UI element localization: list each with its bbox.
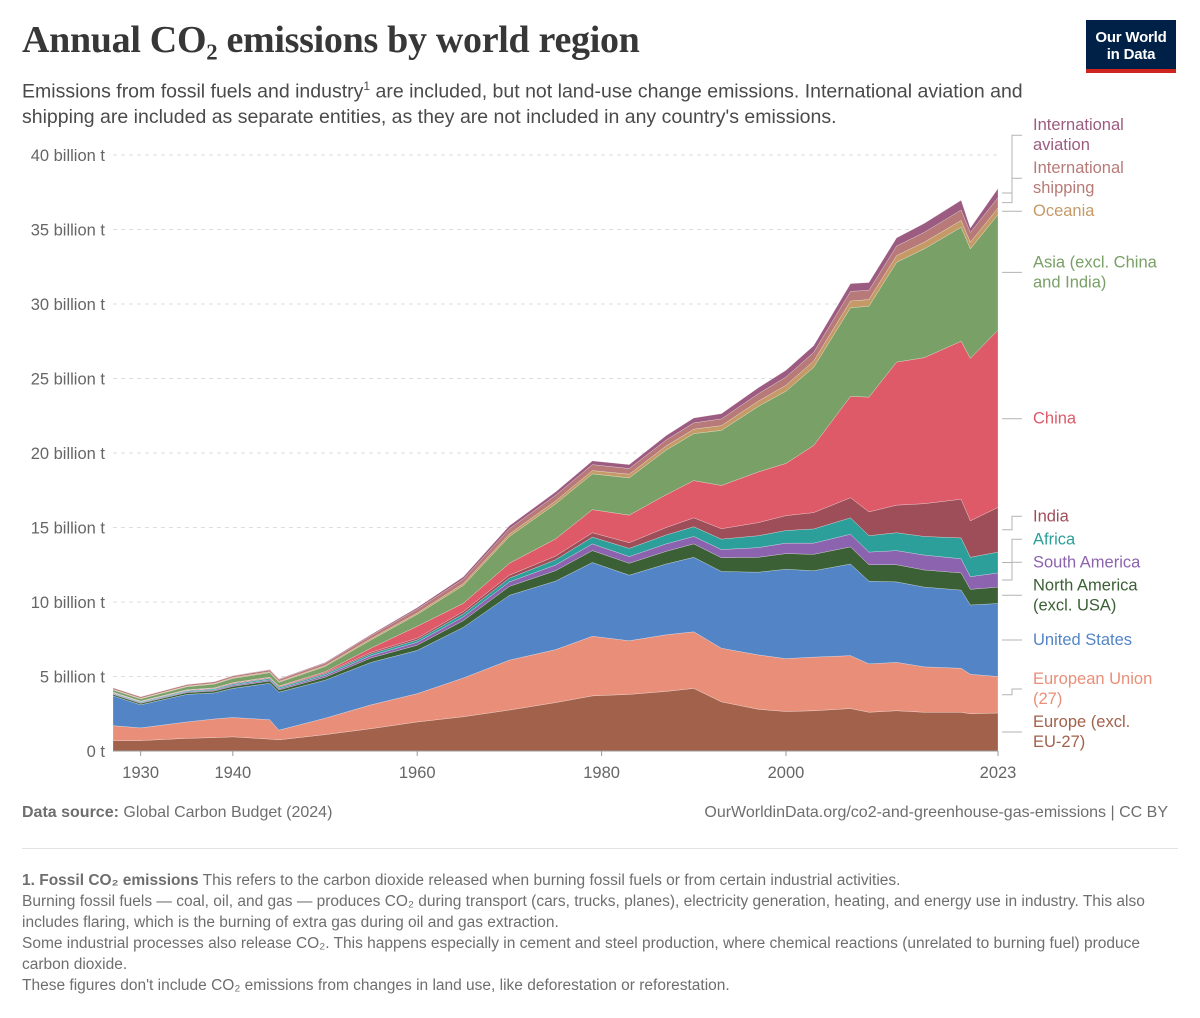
x-tick-label: 1960 — [399, 764, 436, 782]
footnotes: 1. Fossil CO₂ emissions This refers to t… — [22, 870, 1172, 996]
series-label-line: and India) — [1033, 273, 1106, 291]
series-label-line: Asia (excl. China — [1033, 253, 1158, 271]
footnote-heading: 1. Fossil CO₂ emissions — [22, 872, 199, 889]
series-label-aviation[interactable]: International aviation — [1033, 116, 1124, 154]
footnote-ref[interactable]: 1 — [363, 79, 371, 93]
series-label-line: aviation — [1033, 136, 1090, 154]
footnote-text: Some industrial processes also release C… — [22, 935, 1141, 973]
source-url[interactable]: OurWorldinData.org/co2-and-greenhouse-ga… — [704, 804, 1168, 821]
y-tick-label: 15 billion t — [31, 520, 106, 538]
source-link[interactable]: Global Carbon Budget (2024) — [118, 804, 333, 821]
footnote-1: 1. Fossil CO₂ emissions This refers to t… — [22, 870, 1172, 891]
label-connector — [1002, 538, 1022, 564]
source-label: Data source: — [22, 804, 119, 821]
series-label-oceania[interactable]: Oceania — [1033, 202, 1095, 220]
owid-logo[interactable]: Our World in Data — [1086, 20, 1176, 73]
chart-subtitle: Emissions from fossil fuels and industry… — [22, 74, 1032, 130]
y-tick-label: 5 billion t — [40, 669, 106, 687]
series-label-line: European Union — [1033, 670, 1152, 688]
label-connector — [1002, 515, 1022, 531]
area-aviation[interactable] — [112, 187, 999, 697]
x-tick-label: 1940 — [214, 764, 251, 782]
y-tick-label: 35 billion t — [31, 222, 106, 240]
subtitle-text-cont: are included, but not land-use change em… — [22, 80, 1023, 128]
subtitle-text: Emissions from fossil fuels and industry — [22, 80, 364, 103]
series-label-eu[interactable]: European Union (27) — [1033, 670, 1152, 708]
chart-title: Annual CO₂ emissions by world region — [22, 19, 640, 61]
series-label-line: Oceania — [1033, 202, 1095, 220]
series-label-line: India — [1033, 507, 1070, 525]
x-tick-label: 2000 — [768, 764, 805, 782]
series-label-line: International — [1033, 159, 1124, 177]
y-tick-label: 25 billion t — [31, 371, 106, 389]
label-connector — [1002, 688, 1022, 696]
y-tick-label: 0 t — [87, 743, 106, 761]
footnote-text: These figures don't include CO₂ emission… — [22, 977, 730, 994]
series-label-line: Africa — [1033, 530, 1076, 548]
series-label-line: EU-27) — [1033, 733, 1085, 751]
series-label-africa[interactable]: Africa — [1033, 530, 1076, 548]
series-label-line: North America — [1033, 576, 1138, 594]
footnote-text: Burning fossil fuels — coal, oil, and ga… — [22, 893, 1145, 931]
series-label-south_america[interactable]: South America — [1033, 553, 1141, 571]
series-label-line: United States — [1033, 631, 1132, 649]
data-source: Data source: Global Carbon Budget (2024) — [22, 804, 332, 822]
footer-divider — [22, 848, 1178, 849]
y-tick-label: 10 billion t — [31, 594, 106, 612]
footnote-text: This refers to the carbon dioxide releas… — [198, 872, 901, 889]
series-label-line: (excl. USA) — [1033, 596, 1116, 614]
series-label-line: (27) — [1033, 690, 1062, 708]
series-label-india[interactable]: India — [1033, 507, 1070, 525]
stacked-area-chart[interactable]: 0 t 5 billion t 10 billion t 15 billion t 20… — [0, 0, 1200, 790]
series-label-line: Europe (excl. — [1033, 713, 1130, 731]
series-label-line: International — [1033, 116, 1124, 134]
series-label-line: South America — [1033, 553, 1141, 571]
series-label-shipping[interactable]: International shipping — [1033, 159, 1124, 197]
series-label-north_america[interactable]: North America (excl. USA) — [1033, 576, 1138, 614]
y-tick-label: 20 billion t — [31, 445, 106, 463]
y-tick-label: 30 billion t — [31, 296, 106, 314]
series-label-europe[interactable]: Europe (excl. EU-27) — [1033, 713, 1130, 751]
series-label-asia[interactable]: Asia (excl. China and India) — [1033, 253, 1158, 291]
y-tick-label: 40 billion t — [31, 147, 106, 165]
label-connector — [1002, 561, 1022, 581]
series-label-line: shipping — [1033, 179, 1094, 197]
logo-line: in Data — [1106, 46, 1156, 63]
x-tick-label: 2023 — [980, 764, 1017, 782]
logo-line: Our World — [1095, 29, 1167, 46]
series-label-usa[interactable]: United States — [1033, 631, 1132, 649]
label-connector — [1002, 134, 1022, 194]
series-label-china[interactable]: China — [1033, 410, 1077, 428]
x-tick-label: 1930 — [122, 764, 159, 782]
x-tick-label: 1980 — [583, 764, 620, 782]
series-label-line: China — [1033, 410, 1077, 428]
